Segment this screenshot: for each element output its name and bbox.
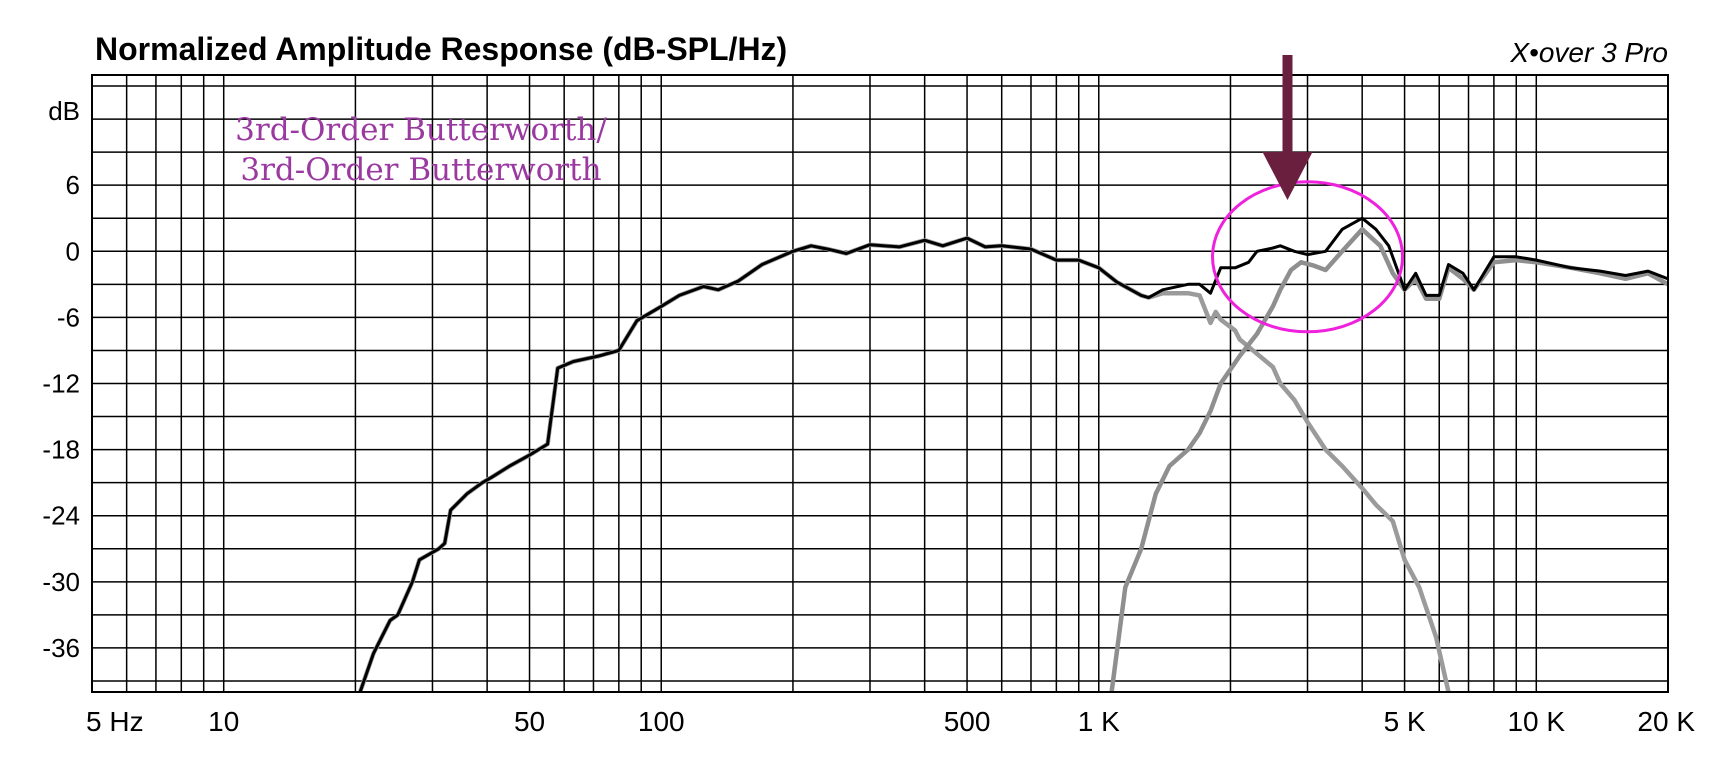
series-line-1: [357, 235, 1451, 692]
y-tick-label: -36: [42, 633, 80, 663]
brand-label: X•over 3 Pro: [1509, 37, 1668, 68]
x-tick-label: 500: [944, 706, 991, 737]
x-tick-label: 20 K: [1637, 706, 1695, 737]
y-tick-label: 6: [66, 170, 80, 200]
x-tick-label: 5 K: [1384, 706, 1426, 737]
plot-frame: [91, 74, 1669, 693]
x-tick-label: 1 K: [1078, 706, 1120, 737]
y-tick-label: 0: [66, 236, 80, 266]
y-tick-label: -24: [42, 501, 80, 531]
x-tick-label: 50: [514, 706, 545, 737]
x-tick-label: 5 Hz: [86, 706, 144, 737]
highlight-ellipse: [1211, 180, 1405, 334]
x-tick-label: 10 K: [1507, 706, 1565, 737]
y-tick-labels: 6 0 -6 -12 -18 -24 -30 -36: [42, 170, 80, 663]
x-tick-labels: 5 Hz 10 50 100 500 1 K 5 K 10 K 20 K: [86, 706, 1695, 737]
series-line-2: [1109, 227, 1668, 692]
x-tick-label: 100: [638, 706, 685, 737]
annotation-line-1: 3rd-Order Butterworth/: [235, 112, 607, 148]
series-lines: [357, 216, 1668, 692]
y-tick-label: -6: [57, 302, 80, 332]
chart-title: Normalized Amplitude Response (dB-SPL/Hz…: [95, 31, 787, 67]
y-tick-label: -18: [42, 435, 80, 465]
annotation-line-2: 3rd-Order Butterworth: [240, 152, 601, 188]
down-arrow-icon: [1262, 55, 1313, 200]
y-tick-label: -30: [42, 567, 80, 597]
grid-lines: [91, 75, 1669, 692]
series-line-3: [358, 216, 1668, 692]
x-tick-label: 10: [208, 706, 239, 737]
y-axis-label: dB: [48, 96, 80, 126]
arrow-shaft: [1282, 55, 1293, 155]
y-tick-label: -12: [42, 369, 80, 399]
arrow-head: [1262, 152, 1313, 200]
